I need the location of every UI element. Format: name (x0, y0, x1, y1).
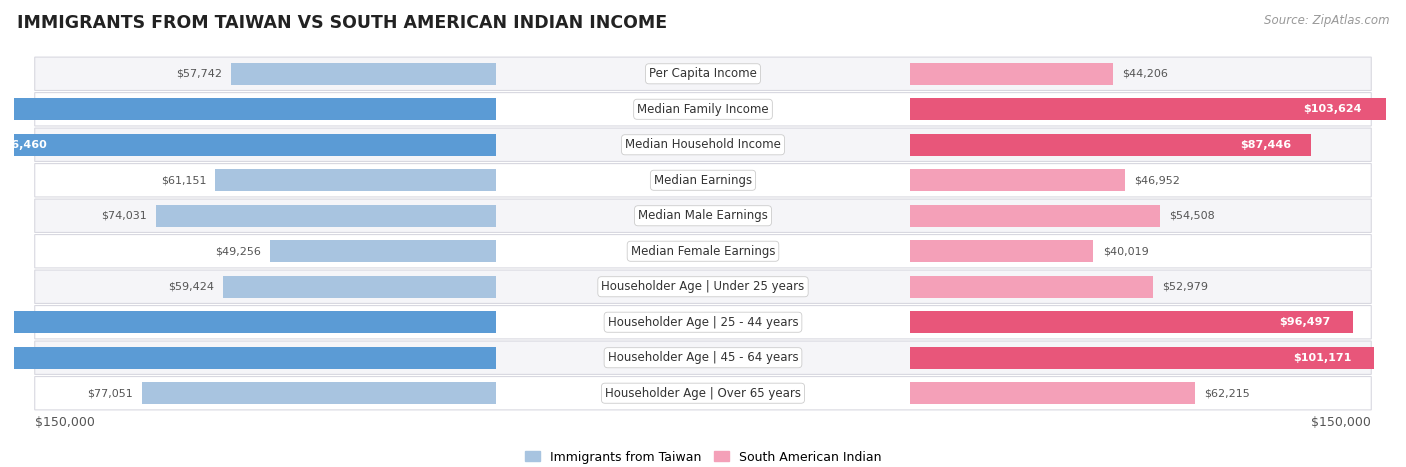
Text: $40,019: $40,019 (1102, 246, 1149, 256)
Bar (270, 240, 496, 262)
Text: Householder Age | 45 - 64 years: Householder Age | 45 - 64 years (607, 351, 799, 364)
Text: $46,952: $46,952 (1135, 175, 1181, 185)
Bar (910, 134, 1312, 156)
FancyBboxPatch shape (35, 92, 1371, 126)
Bar (215, 169, 496, 191)
Bar (910, 63, 1112, 85)
FancyBboxPatch shape (35, 57, 1371, 91)
Text: $150,000: $150,000 (1312, 416, 1371, 429)
Bar (0, 134, 496, 156)
Text: Per Capita Income: Per Capita Income (650, 67, 756, 80)
Text: Householder Age | Over 65 years: Householder Age | Over 65 years (605, 387, 801, 400)
FancyBboxPatch shape (35, 270, 1371, 304)
Bar (0, 311, 496, 333)
Text: $49,256: $49,256 (215, 246, 262, 256)
Text: Householder Age | 25 - 44 years: Householder Age | 25 - 44 years (607, 316, 799, 329)
Text: $62,215: $62,215 (1205, 388, 1250, 398)
Bar (231, 63, 496, 85)
Text: $74,031: $74,031 (101, 211, 148, 221)
Text: $57,742: $57,742 (176, 69, 222, 79)
FancyBboxPatch shape (35, 234, 1371, 268)
Text: $87,446: $87,446 (1240, 140, 1291, 150)
Bar (910, 382, 1195, 404)
Text: Median Household Income: Median Household Income (626, 138, 780, 151)
Text: $44,206: $44,206 (1122, 69, 1168, 79)
Legend: Immigrants from Taiwan, South American Indian: Immigrants from Taiwan, South American I… (520, 446, 886, 467)
Text: $77,051: $77,051 (87, 388, 134, 398)
Bar (910, 347, 1374, 369)
Text: $101,171: $101,171 (1292, 353, 1351, 363)
Bar (224, 276, 496, 298)
Bar (910, 205, 1160, 227)
Text: $103,624: $103,624 (1303, 104, 1362, 114)
Text: $61,151: $61,151 (160, 175, 207, 185)
Bar (910, 240, 1094, 262)
FancyBboxPatch shape (35, 128, 1371, 162)
Text: Median Male Earnings: Median Male Earnings (638, 209, 768, 222)
Text: Householder Age | Under 25 years: Householder Age | Under 25 years (602, 280, 804, 293)
FancyBboxPatch shape (35, 305, 1371, 339)
Bar (156, 205, 496, 227)
Text: Median Female Earnings: Median Female Earnings (631, 245, 775, 258)
FancyBboxPatch shape (35, 163, 1371, 197)
Bar (910, 311, 1353, 333)
Text: Median Family Income: Median Family Income (637, 103, 769, 116)
Bar (0, 347, 496, 369)
Bar (910, 169, 1125, 191)
Text: Source: ZipAtlas.com: Source: ZipAtlas.com (1264, 14, 1389, 27)
Text: $96,497: $96,497 (1279, 317, 1330, 327)
Text: Median Earnings: Median Earnings (654, 174, 752, 187)
FancyBboxPatch shape (35, 376, 1371, 410)
Text: $116,460: $116,460 (0, 140, 46, 150)
Text: $52,979: $52,979 (1163, 282, 1208, 292)
Bar (910, 276, 1153, 298)
Text: $59,424: $59,424 (169, 282, 214, 292)
Bar (142, 382, 496, 404)
FancyBboxPatch shape (35, 199, 1371, 233)
Text: $54,508: $54,508 (1170, 211, 1215, 221)
FancyBboxPatch shape (35, 341, 1371, 375)
Bar (0, 98, 496, 120)
Bar (910, 98, 1386, 120)
Text: IMMIGRANTS FROM TAIWAN VS SOUTH AMERICAN INDIAN INCOME: IMMIGRANTS FROM TAIWAN VS SOUTH AMERICAN… (17, 14, 666, 32)
Text: $150,000: $150,000 (35, 416, 94, 429)
